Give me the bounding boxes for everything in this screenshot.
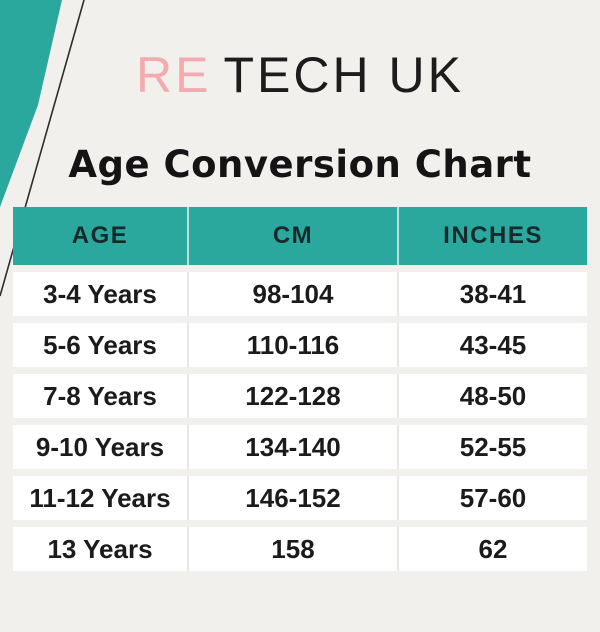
cm-cell: 158 [187, 527, 397, 571]
age-cell: 5-6 Years [43, 329, 157, 360]
brand-logo: RE TECH UK [0, 50, 600, 100]
age-cell: 13 Years [47, 533, 153, 564]
table-row: 9-10 Years 134-140 52-55 [13, 425, 587, 469]
age-cell: 11-12 Years [29, 482, 171, 513]
age-cell: 9-10 Years [35, 431, 165, 462]
brand-logo-re: RE [136, 47, 212, 103]
age-cell: 7-8 Years [43, 380, 157, 411]
inches-cell: 52-55 [397, 425, 587, 469]
cm-cell: 110-116 [187, 323, 397, 367]
age-cell: 3-4 Years [43, 278, 157, 309]
cm-cell: 122-128 [187, 374, 397, 418]
inches-cell: 43-45 [397, 323, 587, 367]
table-row: 3-4 Years 98-104 38-41 [13, 272, 587, 316]
inches-cell: 62 [397, 527, 587, 571]
page-title: Age Conversion Chart [68, 143, 532, 186]
age-conversion-table: AGE CM INCHES 3-4 Years 98-104 38-41 5-6… [13, 207, 587, 571]
brand-logo-techuk: TECH UK [223, 47, 464, 103]
header-inches: INCHES [397, 207, 587, 265]
header-cm: CM [187, 207, 397, 265]
inches-cell: 38-41 [397, 272, 587, 316]
cm-cell: 98-104 [187, 272, 397, 316]
inches-cell: 48-50 [397, 374, 587, 418]
inches-cell: 57-60 [397, 476, 587, 520]
cm-cell: 134-140 [187, 425, 397, 469]
table-row: 13 Years 158 62 [13, 527, 587, 571]
table-header-row: AGE CM INCHES [13, 207, 587, 265]
table-row: 11-12 Years 146-152 57-60 [13, 476, 587, 520]
cm-cell: 146-152 [187, 476, 397, 520]
table-row: 5-6 Years 110-116 43-45 [13, 323, 587, 367]
table-row: 7-8 Years 122-128 48-50 [13, 374, 587, 418]
header-age: AGE [71, 222, 129, 249]
